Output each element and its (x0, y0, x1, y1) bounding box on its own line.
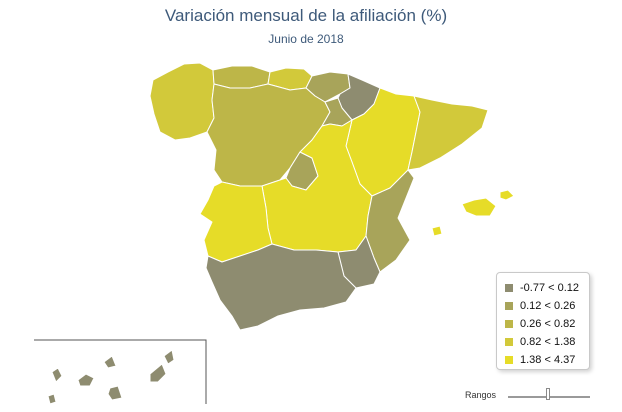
region-galicia[interactable] (149, 62, 215, 141)
legend-item[interactable]: 0.82 < 1.38 (505, 333, 589, 351)
legend-label: -0.77 < 0.12 (520, 282, 580, 294)
region-comunidad-valenciana[interactable] (365, 169, 415, 273)
canarias-inset-frame (34, 339, 207, 404)
legend-swatch (505, 338, 513, 346)
region-cataluna[interactable] (407, 95, 489, 171)
legend-item[interactable]: 0.12 < 0.26 (505, 297, 589, 315)
region-baleares[interactable] (431, 189, 515, 237)
legend-item[interactable]: 0.26 < 0.82 (505, 315, 589, 333)
legend-item[interactable]: 1.38 < 4.37 (505, 351, 589, 369)
legend-swatch (505, 284, 513, 292)
legend-swatch (505, 356, 513, 364)
legend-label: 0.82 < 1.38 (520, 336, 576, 348)
slider-label: Rangos (465, 390, 497, 400)
region-asturias[interactable] (212, 65, 271, 89)
region-andalucia[interactable] (205, 243, 357, 331)
map-legend: -0.77 < 0.12 0.12 < 0.26 0.26 < 0.82 0.8… (496, 272, 590, 370)
region-canarias[interactable] (47, 349, 175, 405)
legend-item[interactable]: -0.77 < 0.12 (505, 279, 589, 297)
legend-label: 0.12 < 0.26 (520, 300, 576, 312)
legend-swatch (505, 302, 513, 310)
legend-label: 1.38 < 4.37 (520, 354, 576, 366)
map-subtitle: Junio de 2018 (268, 32, 344, 46)
map-title: Variación mensual de la afiliación (%) (164, 6, 448, 25)
legend-swatch (505, 320, 513, 328)
slider-thumb[interactable] (546, 388, 550, 400)
legend-label: 0.26 < 0.82 (520, 318, 576, 330)
